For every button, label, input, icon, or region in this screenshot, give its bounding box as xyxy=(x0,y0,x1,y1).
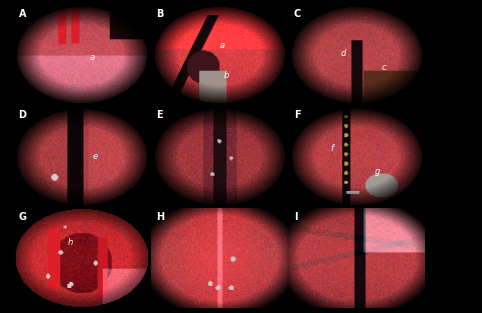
Text: I: I xyxy=(294,212,297,222)
Text: *: * xyxy=(63,225,67,234)
Text: b: b xyxy=(223,71,228,80)
Text: H: H xyxy=(156,212,164,222)
Text: h: h xyxy=(68,238,73,247)
Text: B: B xyxy=(156,9,163,19)
Text: a: a xyxy=(219,40,224,49)
Text: F: F xyxy=(294,110,300,120)
Text: c: c xyxy=(382,63,387,72)
Text: a: a xyxy=(90,53,95,62)
Text: f: f xyxy=(331,144,334,153)
Text: A: A xyxy=(18,9,26,19)
Text: d: d xyxy=(340,49,346,58)
Text: C: C xyxy=(294,9,301,19)
Text: D: D xyxy=(18,110,27,120)
Text: G: G xyxy=(18,212,27,222)
Text: g: g xyxy=(375,167,380,176)
Text: E: E xyxy=(156,110,163,120)
Text: e: e xyxy=(93,152,98,161)
